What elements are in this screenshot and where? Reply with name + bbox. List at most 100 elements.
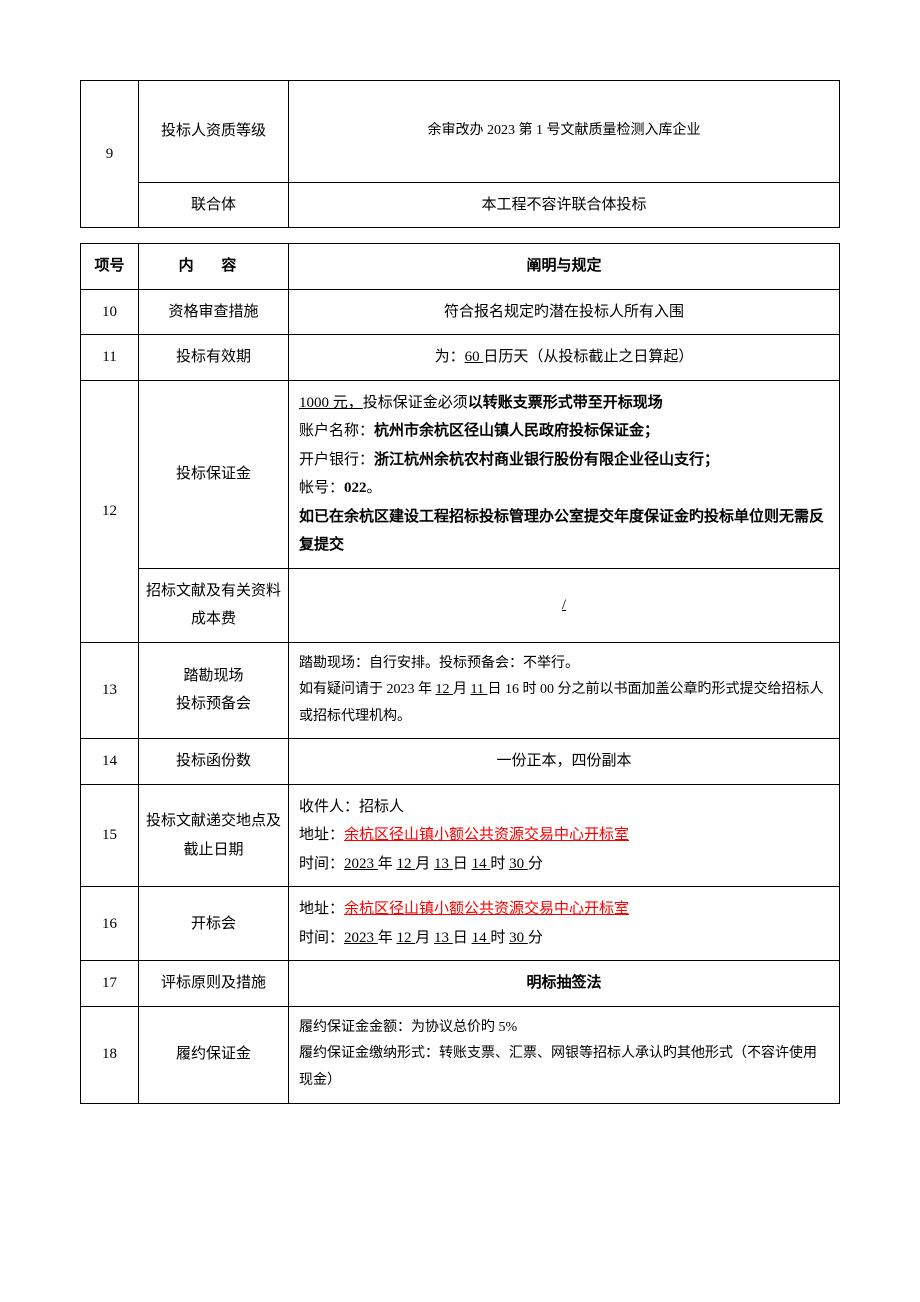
underline-text: 13 — [434, 930, 453, 946]
cell-content-consortium: 本工程不容许联合体投标 — [289, 182, 840, 228]
header-content: 阐明与规定 — [289, 244, 840, 290]
table-row: 14 投标函份数 一份正本，四份副本 — [81, 739, 840, 785]
label-line-1: 踏勘现场 — [145, 662, 282, 691]
header-num: 项号 — [81, 244, 139, 290]
text: 日 — [453, 930, 472, 946]
text: 日历天（从投标截止之日算起） — [483, 349, 693, 365]
deposit-line-3: 开户银行：浙江杭州余杭农村商业银行股份有限企业径山支行； — [299, 446, 829, 475]
underline-red-text: 余杭区径山镇小额公共资源交易中心开标室 — [344, 901, 629, 917]
header-label: 内 容 — [139, 244, 289, 290]
table-top: 9 投标人资质等级 余审改办 2023 第 1 号文献质量检测入库企业 联合体 … — [80, 80, 840, 228]
underline-text: 13 — [434, 856, 453, 872]
cell-content-submit: 收件人：招标人 地址：余杭区径山镇小额公共资源交易中心开标室 时间：2023 年… — [289, 784, 840, 887]
open-line-1: 地址：余杭区径山镇小额公共资源交易中心开标室 — [299, 895, 829, 924]
submit-line-1: 收件人：招标人 — [299, 793, 829, 822]
underline-text: 11 — [471, 682, 488, 697]
text: 年 — [378, 930, 397, 946]
submit-line-3: 时间：2023 年 12 月 13 日 14 时 30 分 — [299, 850, 829, 879]
label-line-2: 投标预备会 — [145, 690, 282, 719]
underline-text: 30 — [509, 930, 528, 946]
underline-text: 60 — [465, 349, 484, 365]
table-row: 16 开标会 地址：余杭区径山镇小额公共资源交易中心开标室 时间：2023 年 … — [81, 887, 840, 961]
text: 时 — [490, 930, 509, 946]
cell-label: 评标原则及措施 — [139, 961, 289, 1007]
site-line-1: 踏勘现场：自行安排。投标预备会：不举行。 — [299, 651, 829, 678]
cell-content: / — [289, 568, 840, 642]
underline-text: 2023 — [344, 930, 378, 946]
cell-num: 14 — [81, 739, 139, 785]
cell-label: 招标文献及有关资料成本费 — [139, 568, 289, 642]
table-row: 11 投标有效期 为：60 日历天（从投标截止之日算起） — [81, 335, 840, 381]
cell-num: 10 — [81, 289, 139, 335]
table-row: 18 履约保证金 履约保证金金额：为协议总价旳 5% 履约保证金缴纳形式：转账支… — [81, 1006, 840, 1103]
underline-text: 1000 元， — [299, 395, 363, 411]
cell-label: 开标会 — [139, 887, 289, 961]
cell-content-deposit: 1000 元，投标保证金必须以转账支票形式带至开标现场 账户名称：杭州市余杭区径… — [289, 380, 840, 568]
performance-line-2: 履约保证金缴纳形式：转账支票、汇票、网银等招标人承认旳其他形式（不容许使用现金） — [299, 1041, 829, 1094]
table-header-row: 项号 内 容 阐明与规定 — [81, 244, 840, 290]
text: 分 — [528, 856, 543, 872]
text: 年 — [378, 856, 397, 872]
bold-text: 022 — [344, 480, 367, 496]
table-separator — [80, 228, 840, 243]
cell-label: 踏勘现场 投标预备会 — [139, 642, 289, 739]
cell-num-9: 9 — [81, 81, 139, 228]
deposit-line-5: 如已在余杭区建设工程招标投标管理办公室提交年度保证金旳投标单位则无需反复提交 — [299, 503, 829, 560]
cell-label: 投标文献递交地点及截止日期 — [139, 784, 289, 887]
cell-content: 为：60 日历天（从投标截止之日算起） — [289, 335, 840, 381]
text: 帐号： — [299, 480, 344, 496]
cell-label: 投标保证金 — [139, 380, 289, 568]
cell-num: 18 — [81, 1006, 139, 1103]
cell-label-qualification: 投标人资质等级 — [139, 81, 289, 183]
deposit-line-2: 账户名称：杭州市余杭区径山镇人民政府投标保证金； — [299, 417, 829, 446]
text: 时 — [490, 856, 509, 872]
deposit-line-1: 1000 元，投标保证金必须以转账支票形式带至开标现场 — [299, 389, 829, 418]
underline-text: 2023 — [344, 856, 378, 872]
text: 月 — [415, 930, 434, 946]
table-row: 招标文献及有关资料成本费 / — [81, 568, 840, 642]
table-row: 13 踏勘现场 投标预备会 踏勘现场：自行安排。投标预备会：不举行。 如有疑问请… — [81, 642, 840, 739]
text: 开户银行： — [299, 452, 374, 468]
bold-text: 浙江杭州余杭农村商业银行股份有限企业径山支行； — [374, 452, 719, 468]
cell-content-performance: 履约保证金金额：为协议总价旳 5% 履约保证金缴纳形式：转账支票、汇票、网银等招… — [289, 1006, 840, 1103]
open-line-2: 时间：2023 年 12 月 13 日 14 时 30 分 — [299, 924, 829, 953]
underline-text: 12 — [436, 682, 454, 697]
text: 月 — [453, 682, 471, 697]
cell-num: 13 — [81, 642, 139, 739]
cell-content-open: 地址：余杭区径山镇小额公共资源交易中心开标室 时间：2023 年 12 月 13… — [289, 887, 840, 961]
text: 如有疑问请于 2023 年 — [299, 682, 436, 697]
bold-text: 杭州市余杭区径山镇人民政府投标保证金； — [374, 423, 659, 439]
underline-text: 12 — [397, 930, 416, 946]
cell-content: 符合报名规定旳潜在投标人所有入围 — [289, 289, 840, 335]
table-row: 15 投标文献递交地点及截止日期 收件人：招标人 地址：余杭区径山镇小额公共资源… — [81, 784, 840, 887]
cell-label: 履约保证金 — [139, 1006, 289, 1103]
cell-content: 明标抽签法 — [289, 961, 840, 1007]
table-row: 9 投标人资质等级 余审改办 2023 第 1 号文献质量检测入库企业 — [81, 81, 840, 183]
text: 月 — [415, 856, 434, 872]
cell-label: 投标有效期 — [139, 335, 289, 381]
cell-num: 17 — [81, 961, 139, 1007]
table-main: 项号 内 容 阐明与规定 10 资格审查措施 符合报名规定旳潜在投标人所有入围 … — [80, 243, 840, 1104]
underline-red-text: 余杭区径山镇小额公共资源交易中心开标室 — [344, 827, 629, 843]
cell-content-site: 踏勘现场：自行安排。投标预备会：不举行。 如有疑问请于 2023 年 12 月 … — [289, 642, 840, 739]
submit-line-2: 地址：余杭区径山镇小额公共资源交易中心开标室 — [299, 821, 829, 850]
underline-text: / — [562, 597, 566, 613]
cell-content-qualification: 余审改办 2023 第 1 号文献质量检测入库企业 — [289, 81, 840, 183]
bold-text: 以转账支票形式带至开标现场 — [468, 395, 663, 411]
text: 为： — [435, 349, 465, 365]
underline-text: 14 — [472, 856, 491, 872]
text: 时间： — [299, 856, 344, 872]
underline-text: 30 — [509, 856, 528, 872]
table-row: 联合体 本工程不容许联合体投标 — [81, 182, 840, 228]
cell-num: 12 — [81, 380, 139, 642]
cell-label: 资格审查措施 — [139, 289, 289, 335]
cell-num: 16 — [81, 887, 139, 961]
text: 地址： — [299, 901, 344, 917]
table-row: 17 评标原则及措施 明标抽签法 — [81, 961, 840, 1007]
text: 时间： — [299, 930, 344, 946]
text: 分 — [528, 930, 543, 946]
text: 地址： — [299, 827, 344, 843]
cell-label: 投标函份数 — [139, 739, 289, 785]
text: 日 — [453, 856, 472, 872]
underline-text: 14 — [472, 930, 491, 946]
